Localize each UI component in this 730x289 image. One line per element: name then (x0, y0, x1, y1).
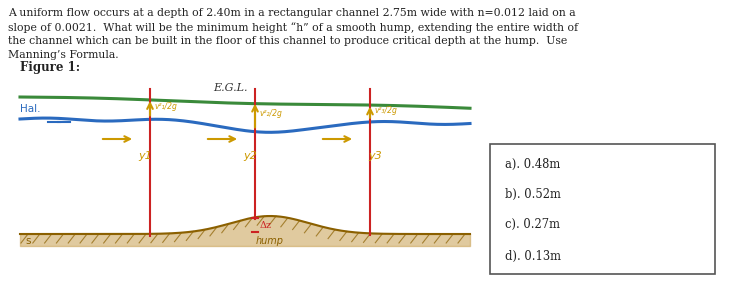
Text: v²₁/2g: v²₁/2g (154, 102, 177, 111)
Text: s: s (25, 236, 31, 246)
Text: a). 0.48m: a). 0.48m (505, 158, 560, 171)
Text: hump: hump (256, 236, 284, 246)
Text: Figure 1:: Figure 1: (20, 61, 80, 74)
Text: A uniform flow occurs at a depth of 2.40m in a rectangular channel 2.75m wide wi: A uniform flow occurs at a depth of 2.40… (8, 8, 576, 18)
Text: Hal.: Hal. (20, 104, 40, 114)
Bar (490, 144, 715, 274)
Text: v²₂/2g: v²₂/2g (259, 109, 282, 118)
Text: y1: y1 (138, 151, 152, 161)
Text: slope of 0.0021.  What will be the minimum height “h” of a smooth hump, extendin: slope of 0.0021. What will be the minimu… (8, 22, 578, 33)
Text: b). 0.52m: b). 0.52m (505, 188, 561, 201)
Text: Δz: Δz (260, 221, 272, 229)
Text: E.G.L.: E.G.L. (212, 83, 247, 93)
Text: the channel which can be built in the floor of this channel to produce critical : the channel which can be built in the fl… (8, 36, 567, 46)
Text: y3: y3 (368, 151, 382, 161)
Text: y2: y2 (243, 151, 257, 161)
Text: Manning’s Formula.: Manning’s Formula. (8, 50, 118, 60)
Text: v²₃/2g: v²₃/2g (374, 106, 397, 115)
Text: c). 0.27m: c). 0.27m (505, 218, 560, 231)
Text: d). 0.13m: d). 0.13m (505, 249, 561, 262)
